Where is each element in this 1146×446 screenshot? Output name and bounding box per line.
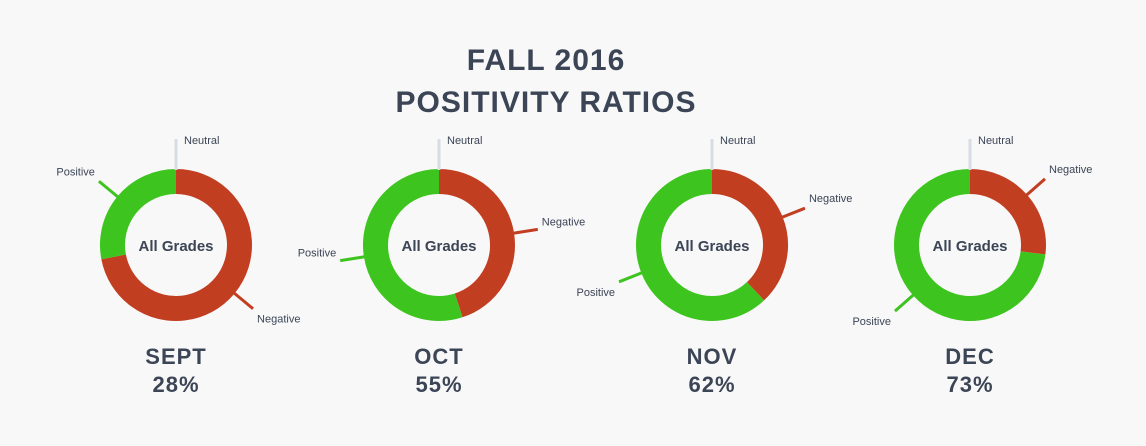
positive-slice-sept [100, 169, 177, 260]
negative-leader-nov [778, 206, 806, 220]
month-label-nov: NOV [686, 344, 738, 369]
positive-leader-nov [618, 270, 646, 284]
negative-leader-dec [1023, 177, 1047, 199]
center-label-sept: All Grades [138, 238, 213, 255]
positive-leader-sept [97, 180, 122, 201]
positive-label-dec: Positive [852, 316, 891, 328]
neutral-label-nov: Neutral [720, 135, 755, 147]
negative-label-dec: Negative [1049, 164, 1092, 176]
positive-label-oct: Positive [298, 248, 337, 260]
negative-slice-oct [438, 169, 515, 318]
center-label-nov: All Grades [674, 238, 749, 255]
negative-leader-sept [230, 289, 255, 310]
neutral-label-oct: Neutral [447, 135, 482, 147]
ratio-label-oct: 55% [415, 372, 463, 397]
month-label-dec: DEC [945, 344, 995, 369]
positive-leader-oct [339, 254, 369, 263]
negative-slice-nov [711, 169, 788, 301]
neutral-label-sept: Neutral [184, 135, 219, 147]
chart-title-line1: FALL 2016 [466, 44, 626, 77]
positive-label-nov: Positive [576, 287, 615, 299]
negative-label-sept: Negative [257, 314, 300, 326]
ratio-label-dec: 73% [946, 372, 994, 397]
positive-slice-dec [894, 169, 1046, 321]
positive-leader-dec [893, 291, 917, 313]
center-label-oct: All Grades [401, 238, 476, 255]
positive-slice-nov [636, 169, 765, 321]
negative-label-oct: Negative [542, 216, 585, 228]
positive-label-sept: Positive [56, 166, 95, 178]
ratio-label-sept: 28% [152, 372, 200, 397]
chart-title-line2: POSITIVITY RATIOS [395, 86, 697, 119]
negative-label-nov: Negative [809, 193, 852, 205]
negative-leader-oct [509, 227, 539, 236]
ratio-label-nov: 62% [688, 372, 736, 397]
center-label-dec: All Grades [932, 238, 1007, 255]
neutral-label-dec: Neutral [978, 135, 1013, 147]
negative-slice-sept [101, 169, 252, 321]
negative-slice-dec [969, 169, 1046, 255]
month-label-sept: SEPT [145, 344, 207, 369]
positive-slice-oct [363, 169, 463, 321]
month-label-oct: OCT [414, 344, 464, 369]
